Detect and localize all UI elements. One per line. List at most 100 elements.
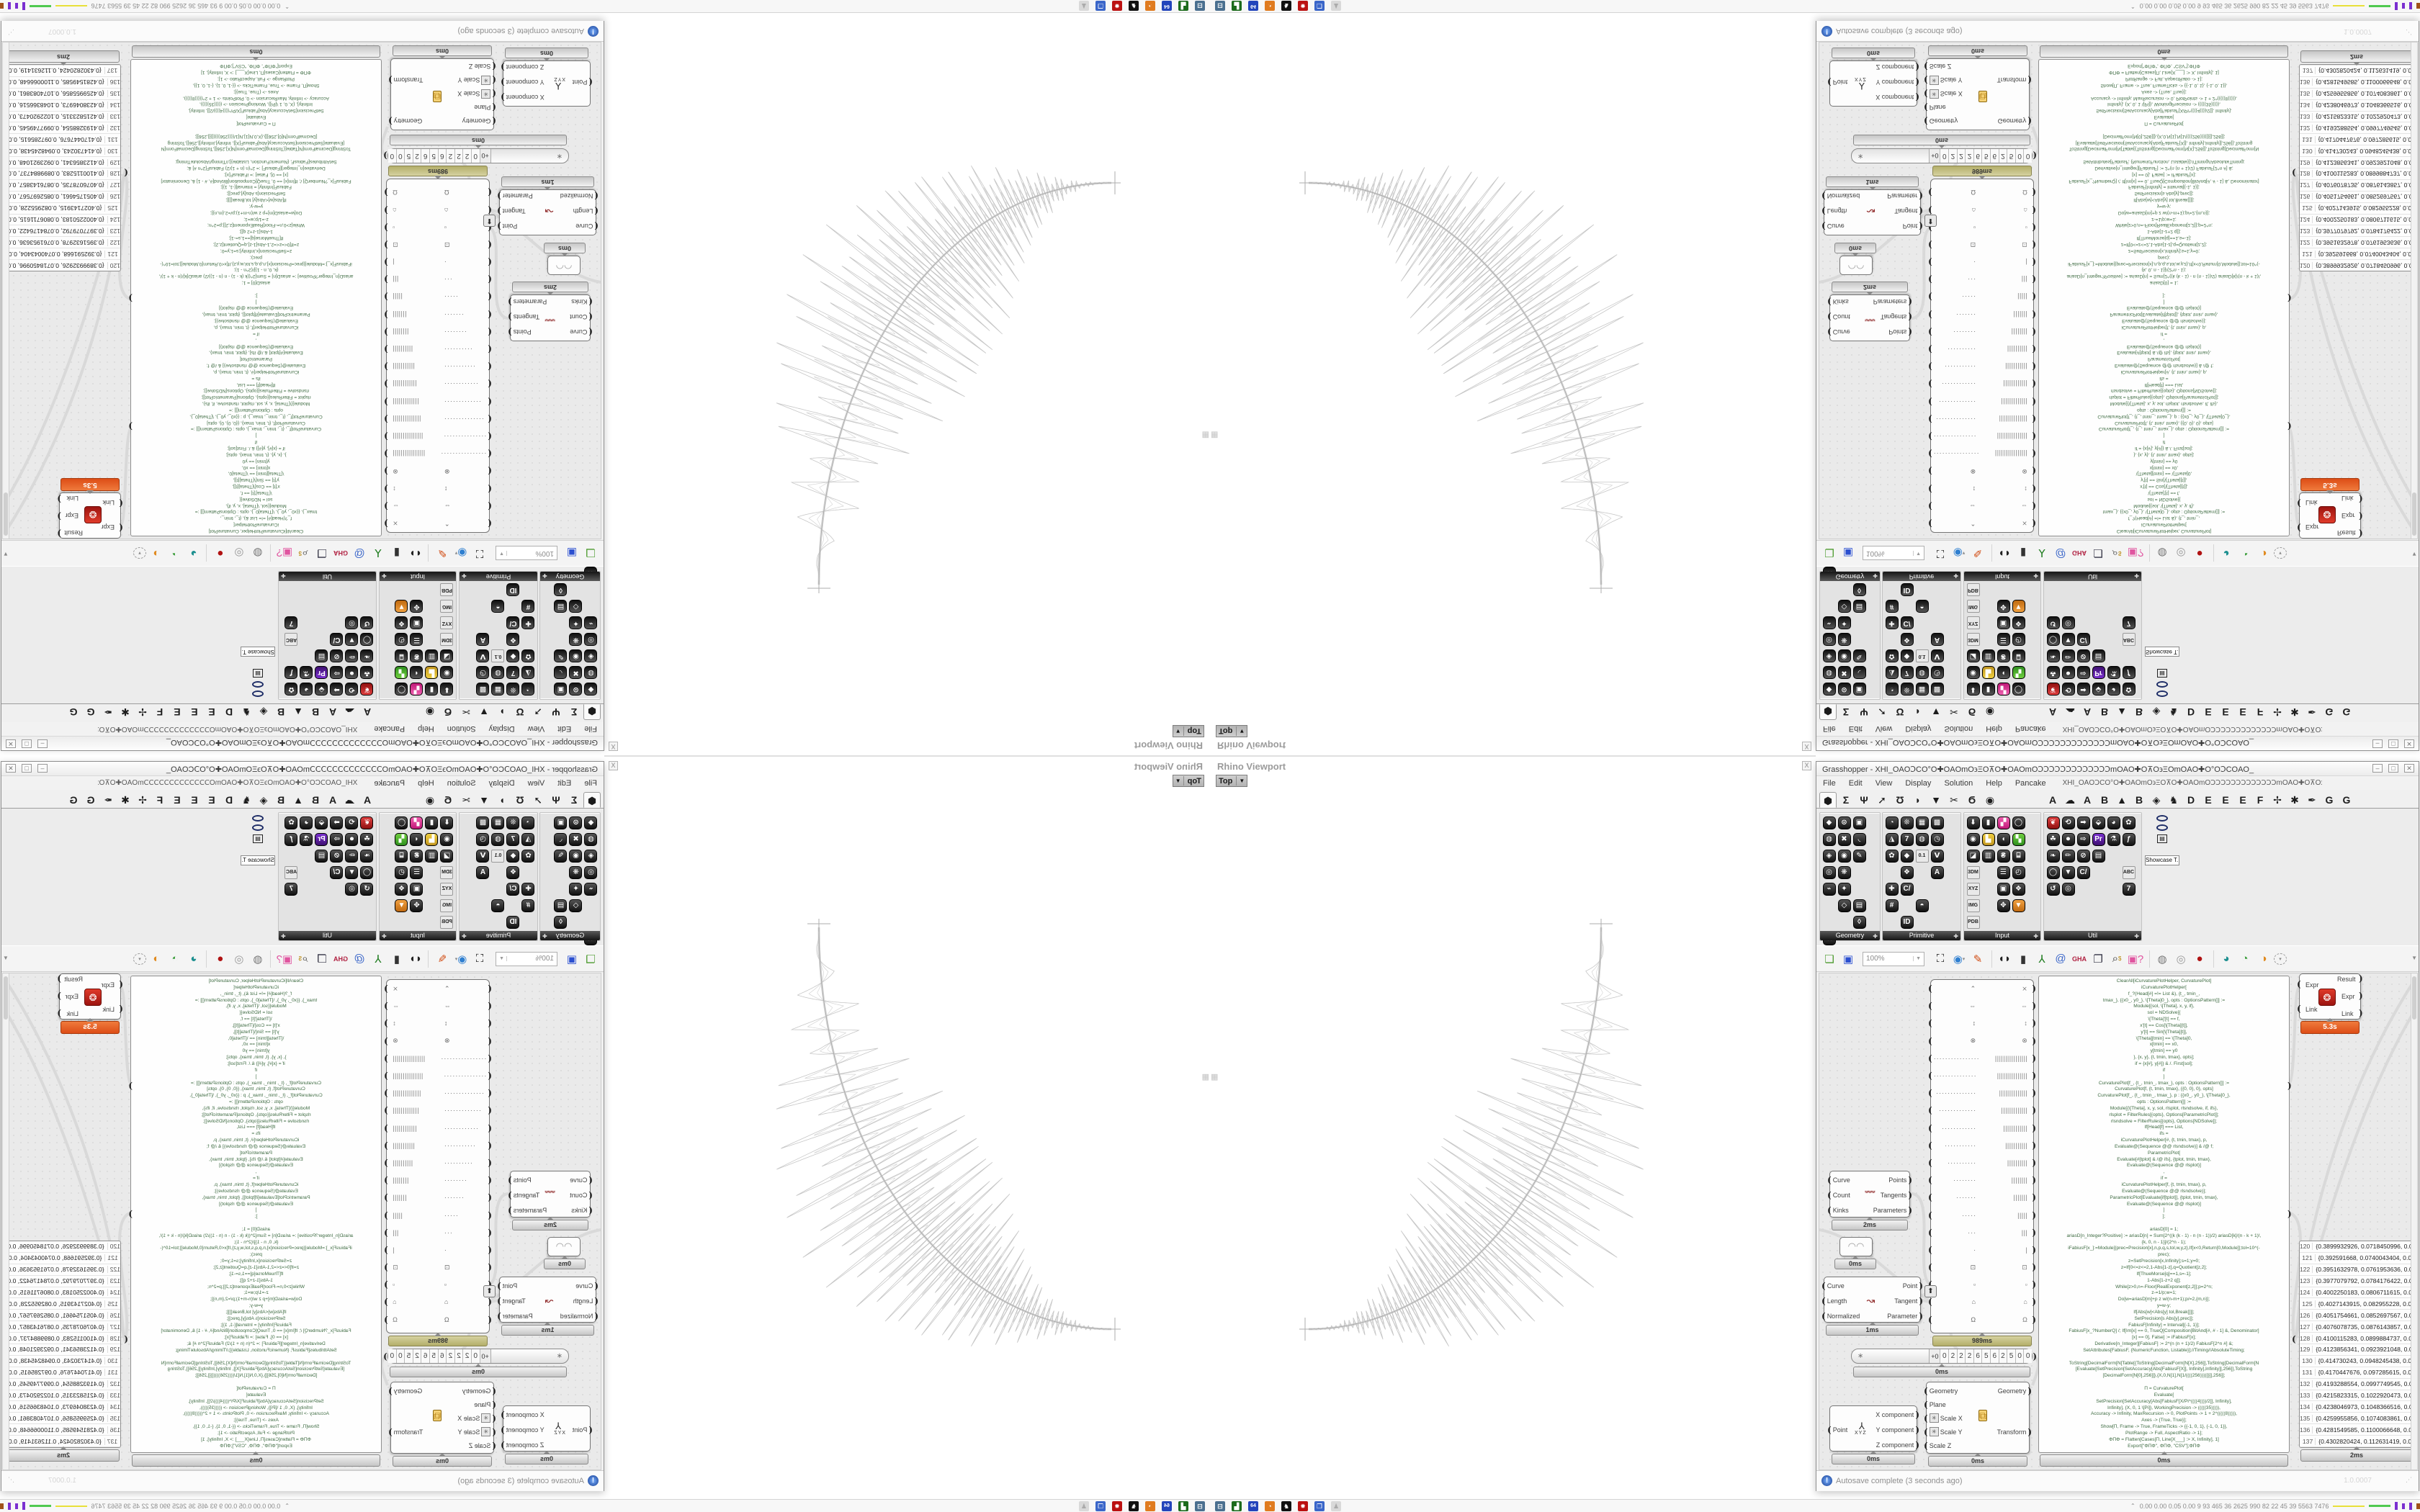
palette-label[interactable]: Geometry ✚ [540, 572, 600, 581]
component-icon[interactable]: ⌸ [2012, 849, 2025, 863]
tab-plugin-15[interactable]: ✒ [2308, 794, 2316, 806]
resize-grip[interactable]: ⋰ [7, 29, 14, 36]
input-hook[interactable]: ( [2292, 168, 2296, 178]
component-icon[interactable]: ◇ [569, 899, 583, 912]
digit-cell[interactable]: 6 [438, 1349, 447, 1363]
component-icon[interactable]: ▤ [554, 899, 568, 912]
component-icon[interactable]: ◟ [554, 832, 568, 846]
digit-cell[interactable]: 2 [1998, 149, 2007, 163]
tab-category-5[interactable]: ◗ [1914, 794, 1922, 806]
tab-plugin-13[interactable]: ✢ [2273, 794, 2282, 806]
corset-icon[interactable]: ◖◗ [408, 547, 423, 559]
component-icon[interactable]: ▞ [1996, 816, 2010, 829]
component-icon[interactable]: ✥ [1996, 600, 2010, 613]
component-icon[interactable]: ◖ [1996, 666, 2010, 680]
canvas-scrollbar[interactable] [3, 42, 9, 539]
coordinate-data-panel[interactable]: 120 {0.3899932926, 0.0718450996, 0.0} 121{… [6, 64, 121, 271]
component-icon[interactable]: ▙ [425, 832, 439, 846]
bucket-teal-icon[interactable]: ◕ [190, 547, 197, 559]
component-icon[interactable]: ◪ [1966, 849, 1980, 863]
tab-plugin-17[interactable]: G [69, 794, 78, 806]
selection-ellipse-icon[interactable]: ▾ [133, 953, 146, 965]
palette-label[interactable]: Input ✚ [380, 572, 456, 581]
tab-category-6[interactable]: ▼ [1931, 706, 1941, 718]
minimize-button[interactable]: – [37, 739, 48, 748]
tab-category-3[interactable]: ➚ [534, 794, 542, 806]
tab-category-3[interactable]: ➚ [1878, 706, 1886, 718]
component-icon[interactable]: ↺ [360, 882, 374, 896]
digit-cell[interactable]: 5 [2007, 149, 2015, 163]
component-icon[interactable]: ▞ [1996, 683, 2010, 696]
join-component[interactable]: ◠◠ [1839, 1237, 1873, 1256]
component-icon[interactable]: ◆ [584, 816, 598, 829]
component-icon[interactable]: ❧ [360, 649, 374, 663]
evaluate-length-component[interactable]: (Curve Point)(Length Tangent)(Normalized Pa… [1821, 1277, 1923, 1323]
close-icon[interactable]: X [1802, 742, 1811, 751]
showcase-tools-button[interactable]: Showcase T... [2145, 855, 2179, 865]
component-icon[interactable]: ▥ [425, 849, 439, 863]
mathematica-link-component[interactable]: ❂ Expr(Link(Result) Expr) Link) [2297, 492, 2363, 539]
tab-plugin-10[interactable]: E [2222, 794, 2229, 806]
tab-category-6[interactable]: ▼ [479, 794, 489, 806]
tab-plugin-7[interactable]: ♞ [2169, 706, 2179, 718]
component-icon[interactable]: ⌸ [2012, 649, 2025, 663]
tab-plugin-13[interactable]: ✢ [2273, 706, 2282, 718]
bucket-green-icon[interactable]: ◔ [171, 953, 179, 965]
preview-eye-icon[interactable]: ◉ ▾ [454, 546, 467, 559]
component-icon[interactable]: # [521, 899, 535, 912]
scale-nu-component[interactable]: (Geometry Geometry)(Plane (✳ Scale X (✳ Sca… [1924, 1382, 2032, 1454]
digit-cell[interactable]: 0 [2023, 1349, 2032, 1363]
component-icon[interactable]: C/ [330, 633, 344, 647]
component-icon[interactable]: ▚ [395, 832, 408, 846]
component-icon[interactable]: ❋ [569, 865, 583, 879]
tab-plugin-0[interactable]: A [363, 706, 372, 718]
mail-at-icon[interactable]: @ [2055, 953, 2066, 965]
digit-cell[interactable]: 5 [429, 149, 439, 163]
tab-category-4[interactable]: Ʊ [516, 706, 524, 718]
menu-display[interactable]: Display [488, 724, 515, 734]
component-icon[interactable]: ✏ [345, 649, 359, 663]
mathematica-icon[interactable]: ✹ [1298, 1, 1308, 11]
digit-cell[interactable]: 0 [1940, 1349, 1949, 1363]
title-bar[interactable]: Grasshopper - XHI_OAOↃCO°O✚OAOmO϶ΞO⊼O✚OA… [1, 762, 604, 776]
component-icon[interactable]: ❦ [360, 816, 374, 829]
component-icon[interactable]: ⊘ [330, 849, 344, 863]
component-icon[interactable]: ◮ [521, 832, 535, 846]
menu-help[interactable]: Help [418, 724, 434, 734]
component-icon[interactable]: ⌸ [395, 649, 408, 663]
preview-eye-icon[interactable]: ◉ ▾ [1953, 546, 1966, 559]
floppy-64-icon[interactable]: 64 [1162, 1501, 1172, 1511]
component-icon[interactable]: ✥ [410, 899, 424, 912]
bucket-teal-icon[interactable]: ◕ [2223, 547, 2230, 559]
firefox-icon[interactable]: ◔ [1145, 1501, 1155, 1511]
component-icon[interactable]: C/ [1900, 882, 1914, 896]
component-icon[interactable]: ❖ [2012, 882, 2025, 896]
deconstruct-vector-component[interactable]: X component)(Point Y component) Z compone… [1827, 60, 1919, 107]
profiler-icon[interactable]: ⌕ $ [2112, 547, 2122, 559]
mathematica-code-panel[interactable]: ClearAll[iCurvaturePlotHelper, Curvature… [130, 59, 382, 536]
tab-plugin-5[interactable]: B [2135, 706, 2143, 718]
component-icon[interactable]: ◎ [345, 882, 359, 896]
deconstruct-vector-component[interactable]: X component)(Point Y component) Z compone… [1827, 1405, 1919, 1452]
component-icon[interactable]: ▥ [1981, 849, 1995, 863]
component-icon[interactable]: ◊ [554, 915, 568, 929]
grasshopper-canvas[interactable]: (Curve Points)(Count Tangents)(Kinks Parame… [2, 973, 601, 1470]
component-icon[interactable]: ◯ [395, 816, 408, 829]
tab-plugin-6[interactable]: ◈ [2152, 794, 2161, 806]
tab-plugin-3[interactable]: B [311, 706, 320, 718]
component-icon[interactable]: ✎ [554, 849, 568, 863]
goggles-icon[interactable] [2156, 681, 2168, 688]
toolbar-overflow-icon[interactable]: ▼ [2411, 955, 2417, 961]
tab-plugin-0[interactable]: A [2048, 794, 2057, 806]
presentation-board-icon[interactable]: ▤ [2157, 834, 2167, 843]
corset-icon[interactable]: ◖◗ [1997, 547, 2012, 559]
component-icon[interactable]: C/ [2076, 865, 2090, 879]
component-icon[interactable]: ▮ [1981, 683, 1995, 696]
menu-pancake[interactable]: Pancake [2015, 778, 2046, 788]
component-icon[interactable]: ⟲ [345, 683, 359, 696]
digit-cell[interactable]: 2 [1998, 1349, 2007, 1363]
gha-recycle-icon[interactable]: GHA [333, 549, 348, 557]
component-icon[interactable]: 7 [1900, 666, 1914, 680]
coordinate-data-panel[interactable]: 120 {0.3899932926, 0.0718450996, 0.0} 121{… [2299, 1241, 2414, 1448]
inactive-app-icon[interactable]: ♟ [1079, 1501, 1089, 1511]
